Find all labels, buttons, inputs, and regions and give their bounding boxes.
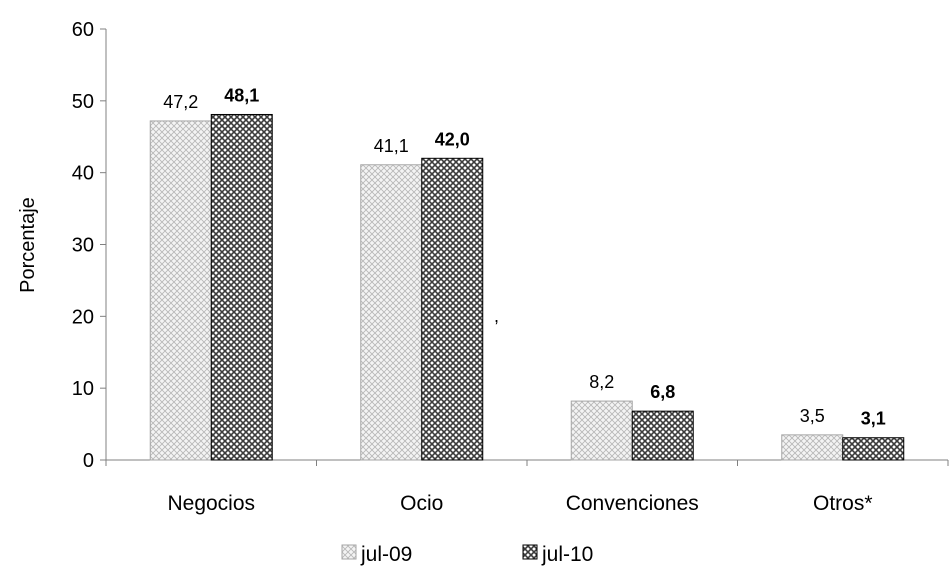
bar-jul-10-negocios bbox=[210, 113, 273, 461]
stray-annotation: , bbox=[494, 306, 499, 326]
x-category-label: Ocio bbox=[400, 492, 443, 515]
data-label: 41,1 bbox=[374, 136, 409, 156]
y-tick-label: 60 bbox=[72, 19, 94, 41]
data-label: 8,2 bbox=[589, 372, 614, 392]
y-tick-label: 50 bbox=[72, 91, 94, 113]
y-tick-label: 20 bbox=[72, 306, 94, 328]
bar-jul-09-otros bbox=[781, 434, 844, 461]
legend-label-jul-09: jul-09 bbox=[360, 543, 412, 566]
legend-swatch-jul-09 bbox=[341, 544, 357, 560]
bar-jul-09-negocios bbox=[149, 120, 212, 461]
data-label: 42,0 bbox=[435, 129, 470, 149]
bar-jul-09-convenciones bbox=[570, 400, 633, 461]
y-tick-label: 0 bbox=[83, 450, 94, 472]
data-labels: 47,2 48,1 41,1 42,0 8,2 6,8 3,5 3,1 bbox=[163, 85, 886, 428]
x-category-label: Otros* bbox=[813, 492, 873, 515]
y-axis-title: Porcentaje bbox=[17, 197, 39, 293]
bar-jul-10-convenciones bbox=[631, 410, 694, 461]
legend: jul-09 jul-10 bbox=[341, 543, 593, 566]
axes: 0 10 20 30 40 50 60 Negocios Ocio Convenciones Otr… bbox=[72, 19, 949, 515]
bar-jul-10-otros bbox=[842, 437, 905, 461]
legend-label-jul-10: jul-10 bbox=[541, 543, 593, 566]
data-label: 3,5 bbox=[800, 406, 825, 426]
x-category-label: Convenciones bbox=[566, 492, 699, 515]
y-tick-label: 30 bbox=[72, 235, 94, 257]
legend-swatch-jul-10 bbox=[522, 544, 538, 560]
y-tick-label: 10 bbox=[72, 378, 94, 400]
x-category-label: Negocios bbox=[167, 492, 255, 515]
data-label: 48,1 bbox=[224, 85, 259, 105]
bars bbox=[149, 113, 905, 461]
data-label: 3,1 bbox=[861, 409, 886, 429]
data-label: 6,8 bbox=[650, 382, 675, 402]
y-tick-label: 40 bbox=[72, 163, 94, 185]
data-label: 47,2 bbox=[163, 92, 198, 112]
bar-jul-09-ocio bbox=[360, 164, 423, 461]
bar-jul-10-ocio bbox=[421, 157, 484, 461]
